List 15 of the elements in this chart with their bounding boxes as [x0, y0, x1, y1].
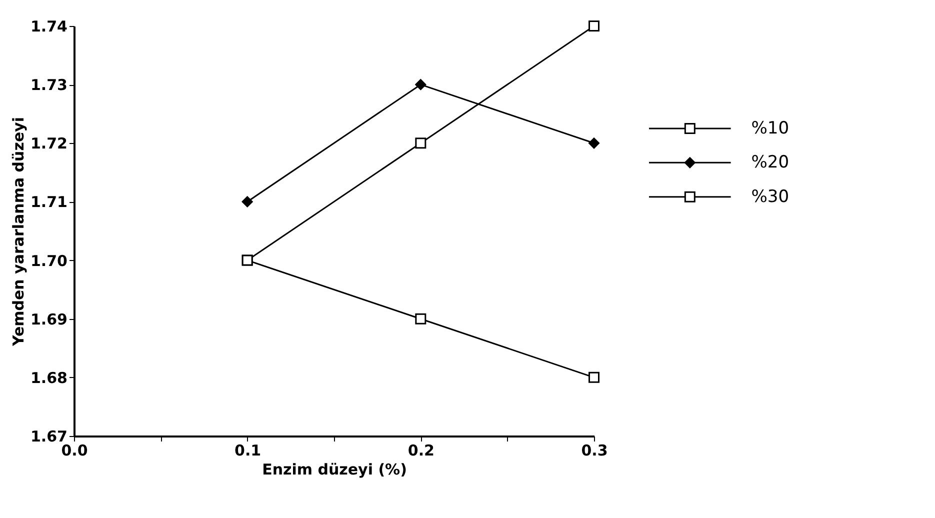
y-tick-label: 1.71	[30, 193, 68, 212]
legend-label: %10	[751, 118, 790, 138]
y-tick-label: 1.70	[30, 252, 68, 270]
x-tick-label: 0.3	[581, 442, 608, 460]
legend-label: %30	[751, 186, 790, 207]
x-tick-label: 0.2	[408, 442, 434, 460]
y-tick-label: 1.68	[30, 368, 68, 387]
y-tick-label: 1.69	[30, 310, 68, 328]
y-tick-label: 1.74	[30, 18, 68, 36]
x-axis-title: Enzim düzeyi (%)	[262, 460, 407, 478]
y-axis-title: Yemden yararlanma düzeyi	[9, 116, 28, 348]
x-tick-label: 0.1	[234, 442, 262, 460]
y-tick-label: 1.72	[30, 134, 68, 153]
legend-label: %20	[751, 152, 790, 173]
y-tick-label: 1.73	[30, 76, 68, 94]
